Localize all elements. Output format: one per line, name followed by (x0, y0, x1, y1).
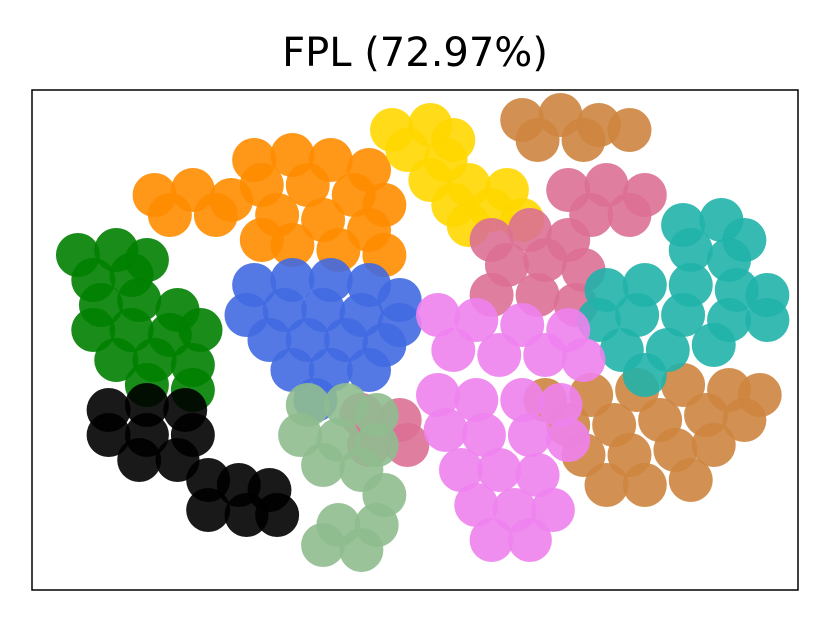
point (722, 398, 767, 442)
point (415, 293, 460, 337)
point (500, 303, 545, 347)
point (285, 163, 330, 207)
point (691, 423, 736, 467)
point (561, 338, 606, 382)
point (668, 228, 713, 272)
point (438, 448, 483, 492)
point (523, 333, 568, 377)
point (186, 488, 231, 532)
point (507, 518, 552, 562)
point (362, 473, 407, 517)
point (193, 193, 238, 237)
point (301, 523, 346, 567)
point (607, 108, 652, 152)
point (745, 298, 790, 342)
point (94, 338, 139, 382)
point (415, 373, 460, 417)
point (239, 218, 284, 262)
point (661, 293, 706, 337)
point (523, 238, 568, 282)
point (385, 423, 430, 467)
point (561, 118, 606, 162)
point (530, 488, 575, 532)
point (454, 378, 499, 422)
point (86, 413, 131, 457)
point (431, 328, 476, 372)
point (278, 413, 323, 457)
point (71, 308, 116, 352)
point (147, 193, 192, 237)
point (546, 418, 591, 462)
point (691, 323, 736, 367)
point (255, 493, 300, 537)
point (270, 348, 315, 392)
point (454, 298, 499, 342)
chart-title: FPL (72.97%) (282, 30, 548, 76)
point (339, 528, 384, 572)
point (178, 308, 223, 352)
point (515, 118, 560, 162)
point (507, 413, 552, 457)
point (423, 408, 468, 452)
plot-area (55, 93, 790, 572)
point (461, 413, 506, 457)
point (538, 383, 583, 427)
point (117, 438, 162, 482)
point (622, 463, 667, 507)
point (668, 458, 713, 502)
point (469, 518, 514, 562)
point (477, 448, 522, 492)
point (224, 493, 269, 537)
point (247, 318, 292, 362)
point (661, 363, 706, 407)
point (477, 333, 522, 377)
point (622, 353, 667, 397)
point (584, 463, 629, 507)
point (607, 193, 652, 237)
point (301, 443, 346, 487)
point (500, 378, 545, 422)
point (347, 348, 392, 392)
point (615, 293, 660, 337)
point (454, 483, 499, 527)
point (515, 453, 560, 497)
point (385, 128, 430, 172)
plot-frame (31, 89, 799, 591)
